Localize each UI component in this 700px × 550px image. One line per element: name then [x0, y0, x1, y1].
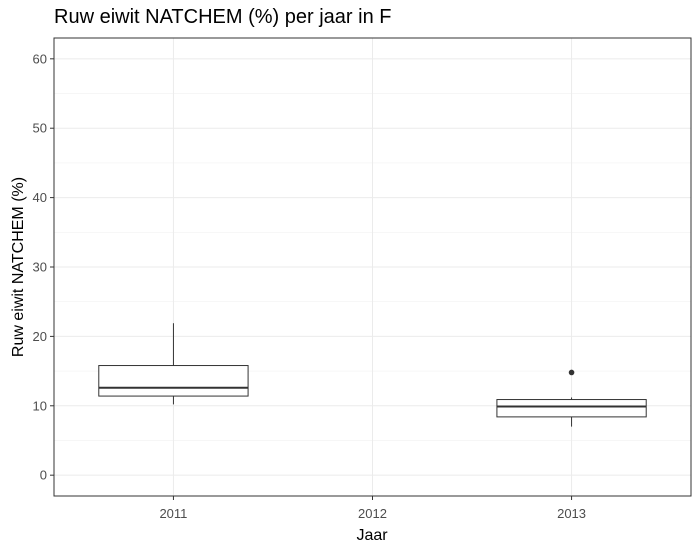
- box-iqr: [496, 399, 647, 418]
- outlier-point: [568, 369, 575, 376]
- major-gridlines: [54, 38, 691, 496]
- boxes-layer: [98, 323, 647, 427]
- y-tick-label: 30: [33, 260, 47, 275]
- y-tick-label: 60: [33, 51, 47, 66]
- y-tick-label: 40: [33, 190, 47, 205]
- x-axis-ticks: 2011 2012 2013: [159, 496, 586, 521]
- box-2013: [496, 369, 647, 427]
- y-tick-label: 0: [40, 468, 47, 483]
- box-2011: [98, 323, 249, 405]
- x-tick-label: 2011: [159, 506, 187, 521]
- y-tick-label: 50: [33, 121, 47, 136]
- x-tick-label: 2013: [557, 506, 586, 521]
- chart-title: Ruw eiwit NATCHEM (%) per jaar in F: [54, 6, 392, 28]
- x-axis-title: Jaar: [356, 527, 388, 544]
- y-tick-label: 20: [33, 329, 47, 344]
- box-iqr: [98, 365, 249, 397]
- y-axis-title: Ruw eiwit NATCHEM (%): [10, 177, 27, 357]
- x-tick-label: 2012: [358, 506, 387, 521]
- y-axis-ticks: 0 10 20 30 40 50 60: [33, 51, 54, 483]
- y-tick-label: 10: [33, 398, 47, 413]
